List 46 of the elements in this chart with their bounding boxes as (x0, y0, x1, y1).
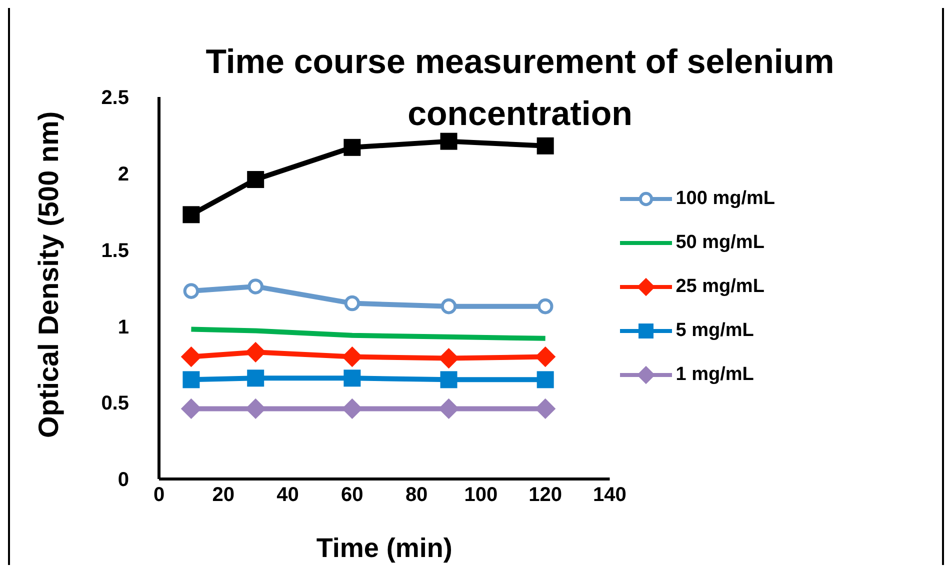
x-tick-label: 140 (593, 484, 626, 506)
x-tick-label: 40 (276, 484, 299, 506)
point (344, 138, 361, 156)
point (342, 346, 362, 367)
legend-label: 25 mg/mL (676, 276, 764, 298)
point (440, 132, 458, 150)
point (182, 206, 200, 224)
point (440, 371, 458, 388)
y-tick-label: 0 (118, 469, 129, 492)
y-tick-label: 2.5 (101, 87, 129, 110)
point (536, 137, 554, 154)
point (247, 370, 264, 387)
point (181, 346, 202, 367)
point (245, 342, 266, 362)
y-tick-label: 0.5 (101, 392, 129, 415)
y-tick-label: 1.5 (101, 240, 129, 262)
point (440, 298, 457, 314)
x-tick-label: 0 (153, 484, 165, 506)
x-axis-title: Time (min) (316, 533, 452, 563)
legend-label: 100 mg/mL (676, 188, 775, 210)
point (182, 371, 200, 388)
point (535, 398, 556, 419)
legend-label: 5 mg/mL (676, 320, 754, 342)
y-axis-title: Optical Density (500 nm) (32, 111, 64, 438)
point (438, 348, 459, 368)
legend-label: 1 mg/mL (676, 364, 754, 386)
point (248, 278, 264, 294)
x-tick-label: 60 (341, 484, 364, 506)
point (183, 283, 200, 299)
point (536, 371, 554, 388)
legend-label: 50 mg/mL (676, 232, 764, 254)
y-tick-label: 2 (118, 164, 129, 186)
point (344, 370, 361, 387)
point (344, 295, 360, 312)
point (342, 398, 362, 419)
chart-title: Time course measurement of selenium concentration (204, 42, 836, 135)
point (537, 298, 554, 314)
point (247, 171, 264, 188)
y-tick-label: 1 (118, 316, 129, 338)
point (181, 398, 202, 419)
x-tick-label: 100 (464, 484, 498, 506)
x-tick-label: 20 (212, 484, 235, 506)
x-tick-label: 80 (405, 484, 428, 506)
point (535, 346, 556, 367)
point (438, 398, 459, 419)
x-tick-label: 120 (528, 484, 562, 506)
